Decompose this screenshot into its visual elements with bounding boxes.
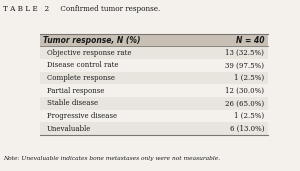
Text: 26 (65.0%): 26 (65.0%): [225, 99, 264, 107]
Text: Note: Unevaluable indicates bone metastases only were not measurable.: Note: Unevaluable indicates bone metasta…: [3, 156, 220, 161]
Bar: [40, 34, 268, 46]
Bar: [40, 97, 268, 110]
Text: Disease control rate: Disease control rate: [47, 61, 118, 69]
Bar: [40, 110, 268, 122]
Text: 12 (30.0%): 12 (30.0%): [225, 87, 264, 95]
Text: Progressive disease: Progressive disease: [47, 112, 117, 120]
Text: Complete response: Complete response: [47, 74, 115, 82]
Text: Stable disease: Stable disease: [47, 99, 98, 107]
Text: T A B L E   2     Confirmed tumor response.: T A B L E 2 Confirmed tumor response.: [3, 5, 160, 13]
Text: Tumor response, N (%): Tumor response, N (%): [43, 36, 141, 44]
Text: 1 (2.5%): 1 (2.5%): [234, 74, 264, 82]
Bar: [40, 122, 268, 135]
Bar: [40, 72, 268, 84]
Bar: [40, 46, 268, 59]
Bar: [40, 59, 268, 72]
Text: 13 (32.5%): 13 (32.5%): [225, 49, 264, 57]
Text: Unevaluable: Unevaluable: [47, 125, 91, 133]
Bar: [40, 84, 268, 97]
Text: 1 (2.5%): 1 (2.5%): [234, 112, 264, 120]
Text: 39 (97.5%): 39 (97.5%): [225, 61, 264, 69]
Text: N = 40: N = 40: [236, 36, 264, 44]
Text: Partial response: Partial response: [47, 87, 104, 95]
Text: 6 (13.0%): 6 (13.0%): [230, 125, 264, 133]
Text: Objective response rate: Objective response rate: [47, 49, 131, 57]
